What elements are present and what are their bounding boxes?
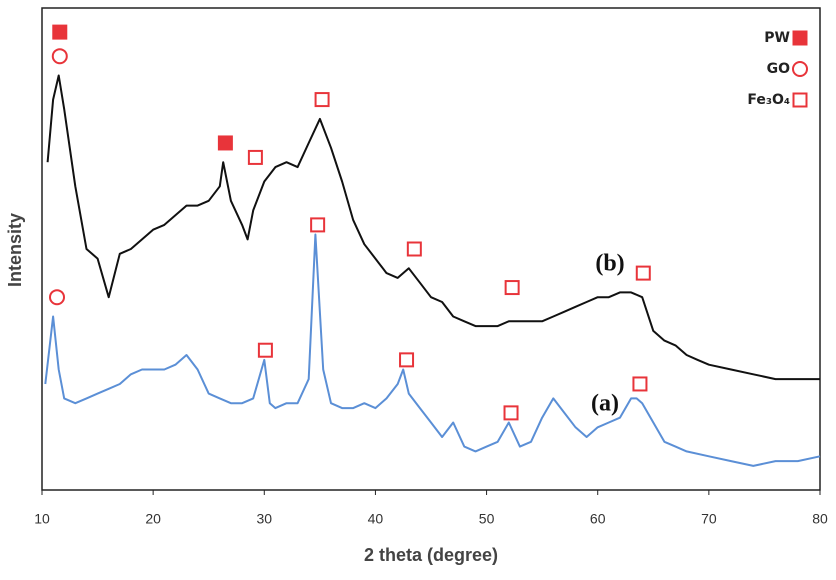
phase-marker [247,149,263,165]
phase-marker [792,61,808,77]
legend-label: GO [767,61,790,77]
phase-marker [217,135,233,151]
phase-marker [635,265,651,281]
x-tick-label: 20 [145,511,161,527]
x-tick-label: 80 [812,511,828,527]
phase-marker [49,289,66,306]
phase-marker [503,405,519,421]
x-tick-label: 10 [34,511,50,527]
x-tick-label: 30 [256,511,272,527]
y-axis-title: Intensity [5,213,25,287]
x-tick-label: 70 [701,511,717,527]
phase-marker [504,280,520,296]
legend-label: PW [764,30,790,46]
series-label: (b) [595,251,624,277]
phase-marker [632,376,648,392]
phase-marker [257,342,273,358]
x-tick-label: 50 [479,511,495,527]
phase-marker [310,217,326,233]
phase-marker [399,352,415,368]
phase-marker [52,24,68,40]
phase-marker [792,92,808,108]
x-axis-title: 2 theta (degree) [364,545,498,565]
legend-label: Fe₃O₄ [747,92,790,108]
x-tick-label: 40 [368,511,384,527]
phase-marker [792,30,808,46]
series-line [44,233,821,467]
series-line [46,74,820,381]
plot-frame [41,7,821,491]
x-tick-label: 60 [590,511,606,527]
phase-marker [406,241,422,257]
series-label: (a) [591,391,619,417]
phase-marker [51,48,68,65]
phase-marker [314,92,330,108]
